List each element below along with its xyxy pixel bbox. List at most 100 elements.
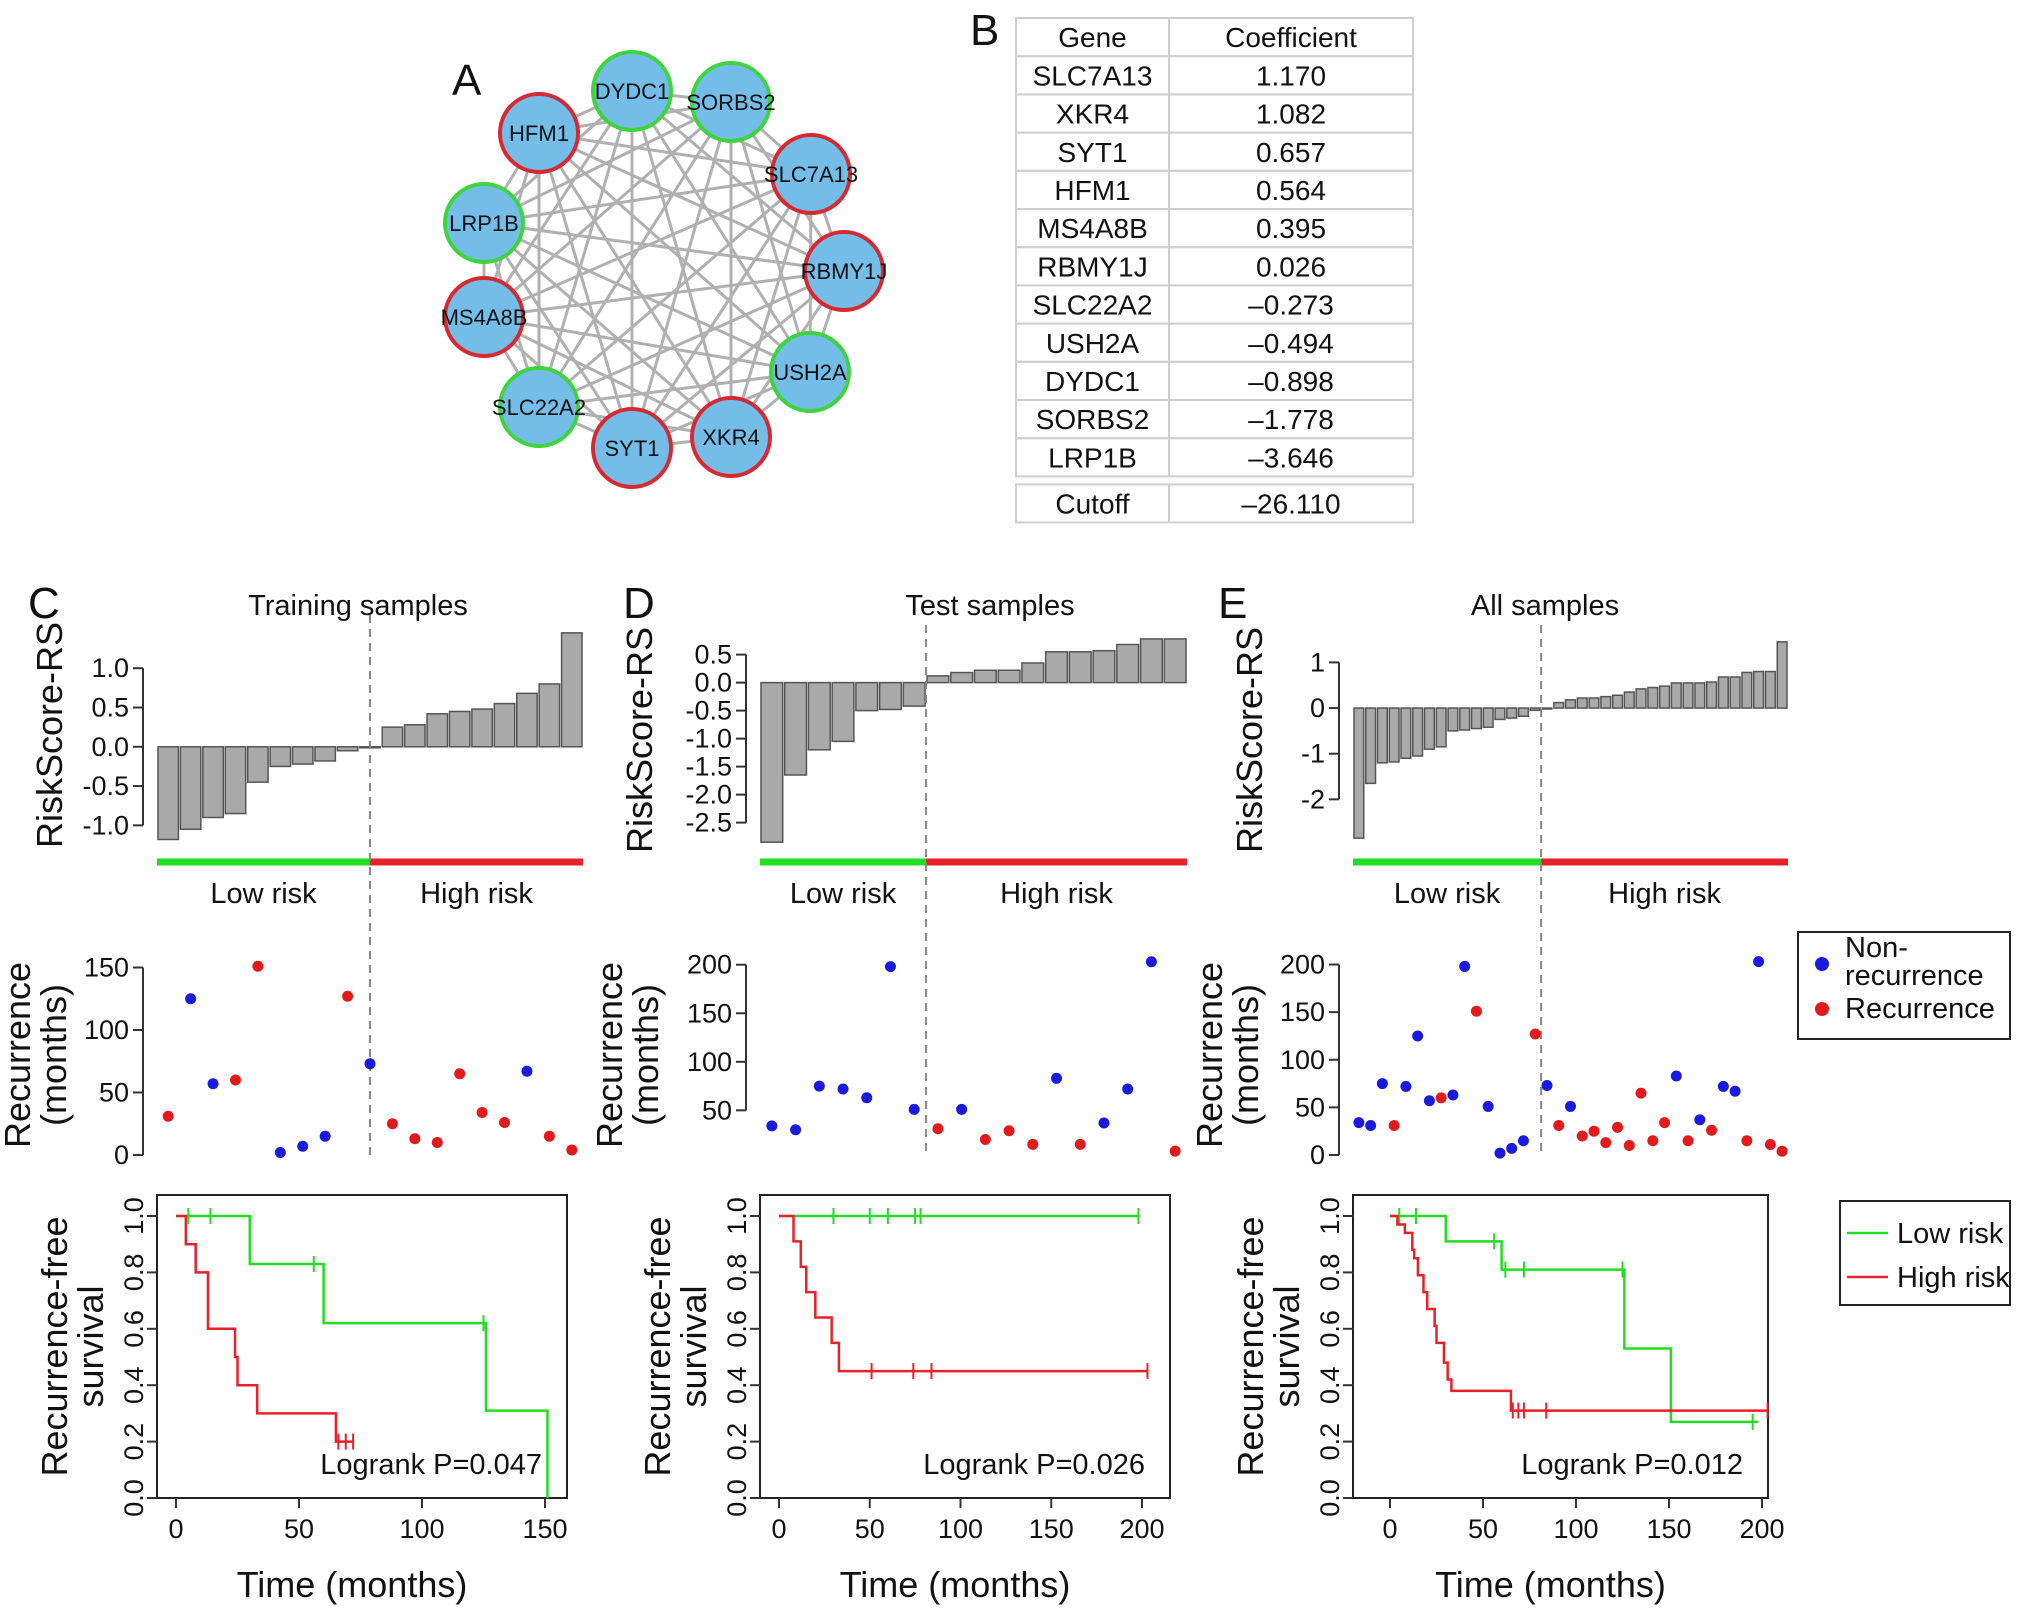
risk-y-tick-label: 0 [1310,693,1325,723]
risk-y-tick-label: 1.0 [91,653,129,683]
risk-bar [973,669,997,684]
non-recurrence-dot [1459,960,1471,972]
km-y-tick-label: 1.0 [722,1197,752,1235]
network-edge [483,221,845,273]
recurrence-y-label-2: (months) [33,984,74,1126]
non-recurrence-dot [1494,1147,1506,1159]
km-x-tick-label: 200 [1119,1514,1164,1544]
table-cell-coefficient: 0.395 [1256,213,1326,244]
non-recurrence-dot [1670,1070,1682,1082]
network-edge [483,100,732,319]
risk-bar [760,681,784,843]
network-node-label: DYDC1 [595,79,670,104]
network-edge [537,132,733,438]
recurrence-dot [454,1068,466,1080]
table-cell-coefficient: 0.564 [1256,175,1326,206]
risk-bar [1517,707,1530,718]
risk-bar [1506,707,1518,719]
non-recurrence-dot [297,1140,309,1152]
risk-bar [950,671,974,684]
logrank-p-value: Logrank P=0.047 [320,1449,542,1481]
network-node-label: USH2A [773,360,847,385]
table-cell-coefficient: –0.273 [1248,290,1334,321]
risk-bar [515,692,538,748]
non-recurrence-dot [1753,956,1765,968]
risk-bar [1044,651,1069,684]
risk-y-tick-label: -1.0 [82,810,129,840]
risk-bar [1647,686,1659,709]
table-cell-gene: XKR4 [1056,99,1129,130]
table-cell-coefficient: 0.657 [1256,137,1326,168]
risk-bar [1376,707,1389,764]
legend-dot-recurrence [1815,1002,1829,1016]
risk-bar [403,724,426,748]
table-row-border [1015,437,1414,478]
non-recurrence-dot [1506,1142,1518,1154]
risk-y-tick-label: -1 [1301,739,1325,769]
risk-bar [560,632,583,748]
km-x-tick-label: 150 [1029,1514,1074,1544]
recurrence-dot [979,1133,991,1145]
network-edge [483,269,845,319]
table-cell-gene: SLC7A13 [1033,60,1153,91]
risk-bar [246,746,269,783]
km-x-tick-label: 50 [1468,1514,1498,1544]
non-recurrence-dot [1482,1100,1494,1112]
panel-label-e: E [1218,579,1247,628]
risk-bar [902,681,926,707]
risk-y-tick-label: 0.5 [694,640,732,670]
recurrence-y-tick-label: 50 [1295,1092,1325,1122]
risk-bar [1741,671,1753,709]
risk-y-tick-label: 1 [1310,647,1325,677]
non-recurrence-dot [1694,1114,1706,1126]
km-x-tick-label: 50 [284,1514,314,1544]
risk-y-tick-label: -1.5 [685,752,732,782]
recurrence-dot [1435,1092,1447,1104]
table-cell-coefficient: 1.082 [1256,99,1326,130]
risk-y-tick-label: 0.5 [91,693,129,723]
non-recurrence-dot [1098,1117,1110,1129]
recurrence-dot [1623,1139,1635,1151]
network-edge [538,131,811,374]
non-recurrence-dot [884,961,896,973]
logrank-p-value: Logrank P=0.012 [1521,1449,1743,1481]
non-recurrence-dot [319,1130,331,1142]
risk-bar [448,710,471,748]
table-cutoff-value: –26.110 [1241,488,1340,519]
risk-bar [926,675,950,684]
panel-e-all: E All samples 1 0 -1 -2 RiskScore-RS Low risk H… [1189,579,1788,1605]
risk-y-tick-label: -1.0 [685,724,732,754]
recurrence-dot [1647,1135,1659,1147]
km-low-risk-curve [176,1214,549,1498]
recurrence-y-tick-label: 100 [687,1047,732,1077]
network-node-label: SYT1 [604,436,659,461]
network-node-label: HFM1 [509,121,569,146]
recurrence-dot [932,1123,944,1135]
table-cell-gene: HFM1 [1054,175,1130,206]
network-edge [482,90,634,318]
recurrence-y-tick-label: 50 [702,1095,732,1125]
km-y-tick-label: 0.0 [722,1479,752,1517]
km-x-tick-label: 100 [1553,1514,1598,1544]
risk-bar [1776,641,1788,709]
network-edge [483,221,732,439]
network-edge [538,131,845,273]
recurrence-dot [1741,1135,1753,1147]
non-recurrence-dot [908,1103,920,1115]
network-node-label: XKR4 [702,425,759,450]
risk-bar [831,681,855,743]
table-cell-gene: LRP1B [1048,442,1137,473]
network-edge [482,222,634,449]
recurrence-y-tick-label: 150 [687,998,732,1028]
non-recurrence-dot [274,1147,286,1158]
km-y-tick-label: 0.8 [119,1254,149,1292]
risk-y-tick-label: -0.5 [82,771,129,801]
legend-non-recurrence-label-2: recurrence [1845,960,1984,992]
km-high-risk-curve [1390,1214,1768,1412]
risk-bar [336,746,359,752]
risk-y-label: RiskScore-RS [619,627,660,853]
km-y-label-2: survival [70,1285,111,1407]
non-recurrence-dot [1717,1080,1729,1092]
network-edge [483,315,732,439]
recurrence-y-tick-label: 0 [1310,1140,1325,1170]
